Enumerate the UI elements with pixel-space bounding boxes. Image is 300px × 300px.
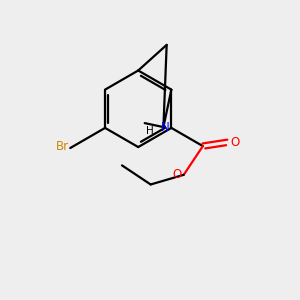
Text: O: O: [230, 136, 239, 149]
Text: Br: Br: [56, 140, 69, 153]
Text: O: O: [172, 168, 182, 181]
Text: N: N: [160, 121, 169, 134]
Text: H: H: [146, 126, 154, 136]
